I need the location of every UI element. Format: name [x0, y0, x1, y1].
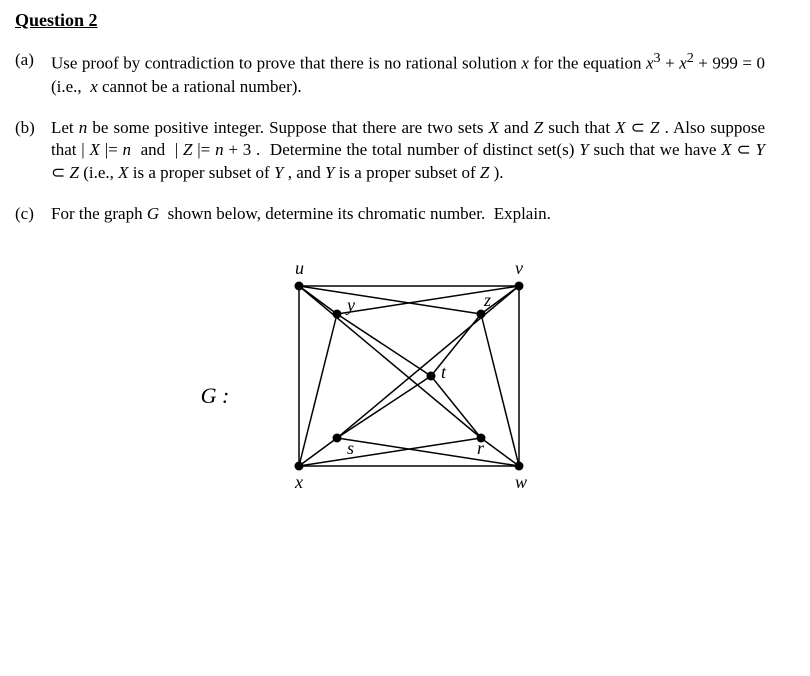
graph-vertex-y: [333, 310, 342, 319]
graph-edge: [299, 438, 481, 466]
graph-vertex-label-s: s: [347, 438, 354, 458]
graph-edge: [431, 314, 481, 376]
graph-edge: [431, 376, 481, 438]
graph-svg: u v x w y z s r t: [259, 256, 579, 496]
graph-vertex-label-y: y: [345, 295, 355, 315]
part-a-body: Use proof by contradiction to prove that…: [51, 49, 765, 99]
graph-vertex-w: [515, 462, 524, 471]
graph-edge: [337, 376, 431, 438]
graph-vertex-v: [515, 282, 524, 291]
graph-edge: [337, 286, 519, 314]
part-b: (b) Let n be some positive integer. Supp…: [15, 117, 765, 186]
part-b-label: (b): [15, 117, 51, 186]
graph-vertex-label-w: w: [515, 472, 527, 492]
graph-vertex-x: [295, 462, 304, 471]
question-title: Question 2: [15, 10, 765, 31]
graph-edge: [337, 314, 431, 376]
graph-edge: [299, 286, 481, 438]
graph-edge: [337, 438, 519, 466]
graph-edge: [481, 314, 519, 466]
part-b-body: Let n be some positive integer. Suppose …: [51, 117, 765, 186]
graph-edge: [337, 286, 519, 438]
graph-vertex-label-x: x: [294, 472, 303, 492]
graph-vertex-label-z: z: [483, 290, 491, 310]
part-c: (c) For the graph G shown below, determi…: [15, 203, 765, 226]
graph-edge: [299, 286, 481, 314]
graph-vertex-label-u: u: [295, 258, 304, 278]
part-a: (a) Use proof by contradiction to prove …: [15, 49, 765, 99]
graph-vertex-u: [295, 282, 304, 291]
graph-vertex-label-r: r: [477, 438, 485, 458]
graph-vertex-label-t: t: [441, 362, 447, 382]
part-c-label: (c): [15, 203, 51, 226]
graph-vertex-z: [477, 310, 486, 319]
graph-container: G : u v x w y z s r t: [15, 256, 765, 496]
graph-vertex-t: [427, 372, 436, 381]
part-a-label: (a): [15, 49, 51, 99]
graph-vertex-label-v: v: [515, 258, 523, 278]
part-c-body: For the graph G shown below, determine i…: [51, 203, 765, 226]
graph-vertex-s: [333, 434, 342, 443]
graph-edge: [299, 314, 337, 466]
graph-label: G :: [201, 383, 230, 409]
